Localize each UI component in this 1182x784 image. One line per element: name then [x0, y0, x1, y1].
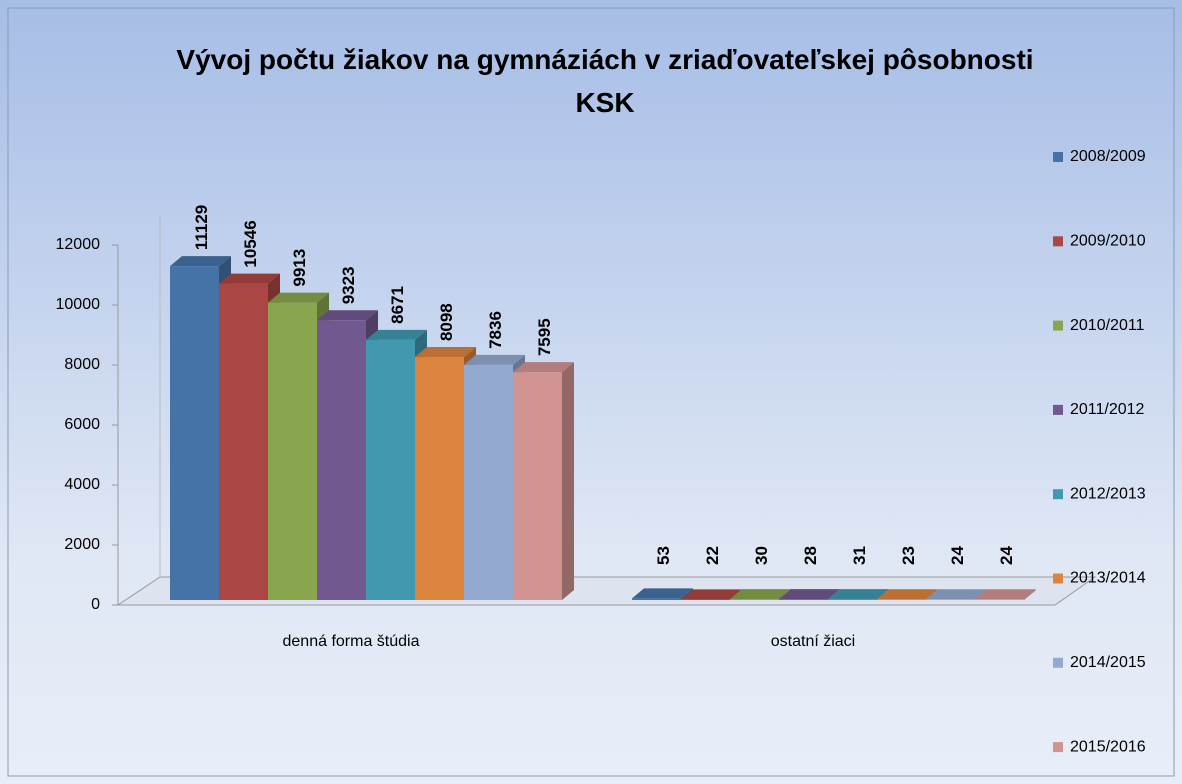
y-tick-label: 0	[91, 596, 100, 613]
data-label: 30	[752, 546, 771, 565]
bar-side	[1024, 589, 1036, 600]
bar-front	[828, 599, 877, 600]
data-label: 22	[703, 546, 722, 565]
y-tick-label: 4000	[64, 476, 100, 493]
legend-label: 2011/2012	[1070, 401, 1145, 418]
bar-top	[975, 589, 1036, 600]
chart-title: Vývoj počtu žiakov na gymnáziách v zriaď…	[176, 44, 1034, 118]
bar-front	[464, 364, 513, 600]
bar-top	[464, 354, 525, 365]
data-label: 31	[850, 546, 869, 565]
legend-label: 2012/2013	[1070, 485, 1146, 502]
legend-label: 2015/2016	[1070, 738, 1146, 755]
legend-label: 2008/2009	[1070, 148, 1146, 165]
bar-top	[513, 362, 574, 373]
bar-front	[926, 599, 975, 600]
bar-front	[681, 599, 730, 600]
bar-top	[926, 589, 987, 600]
bar-side	[562, 362, 574, 600]
bar-front	[730, 599, 779, 600]
legend-label: 2010/2011	[1070, 317, 1145, 334]
bar-top	[828, 589, 889, 600]
data-label: 11129	[192, 205, 211, 250]
legend-swatch	[1053, 320, 1063, 331]
y-tick-label: 12000	[56, 236, 101, 253]
data-label: 9913	[290, 249, 309, 287]
data-label: 10546	[241, 220, 260, 267]
bar-front	[415, 357, 464, 600]
bar-front	[366, 339, 415, 600]
bar-top	[170, 256, 231, 267]
legend-swatch	[1053, 657, 1063, 668]
bar	[975, 589, 1036, 600]
bar-front	[632, 598, 681, 600]
bar-front	[975, 599, 1024, 600]
data-label: 7836	[486, 311, 505, 349]
bar-top	[632, 588, 693, 599]
bar-front	[513, 372, 562, 600]
bar	[513, 362, 574, 600]
data-label: 8098	[437, 303, 456, 341]
border	[7, 7, 1175, 777]
y-tick-label: 6000	[64, 416, 100, 433]
data-label: 24	[948, 546, 967, 565]
bar-top	[219, 273, 280, 284]
y-tick-label: 10000	[56, 296, 101, 313]
legend-swatch	[1053, 236, 1063, 247]
data-label: 9323	[339, 266, 358, 304]
legend-swatch	[1053, 489, 1063, 500]
bar-top	[730, 589, 791, 600]
bar-top	[268, 292, 329, 303]
y-tick-label: 2000	[64, 536, 100, 553]
data-label: 8671	[388, 286, 407, 324]
data-label: 23	[899, 546, 918, 565]
bar-top	[366, 329, 427, 340]
bar-top	[779, 589, 840, 600]
x-tick-label: denná forma štúdia	[283, 633, 420, 650]
bar-front	[779, 599, 828, 600]
y-tick-label: 8000	[64, 356, 100, 373]
legend-swatch	[1053, 573, 1063, 584]
bar-front	[170, 266, 219, 600]
bar-top	[317, 310, 378, 321]
legend-swatch	[1053, 404, 1063, 415]
legend-swatch	[1053, 152, 1063, 162]
bar-front	[268, 302, 317, 600]
data-label: 7595	[535, 318, 554, 356]
bar-top	[415, 347, 476, 358]
bar-front	[219, 283, 268, 600]
data-label: 24	[997, 546, 1016, 565]
legend-swatch	[1053, 742, 1063, 753]
legend-label: 2009/2010	[1070, 233, 1146, 250]
x-tick-label: ostatní žiaci	[771, 633, 855, 650]
bar-front	[317, 320, 366, 600]
bar-top	[681, 589, 742, 600]
legend-label: 2013/2014	[1070, 570, 1146, 587]
data-label: 28	[801, 546, 820, 565]
bar-front	[877, 599, 926, 600]
bar-top	[877, 589, 938, 600]
data-label: 53	[654, 546, 673, 565]
legend-label: 2014/2015	[1070, 654, 1146, 671]
